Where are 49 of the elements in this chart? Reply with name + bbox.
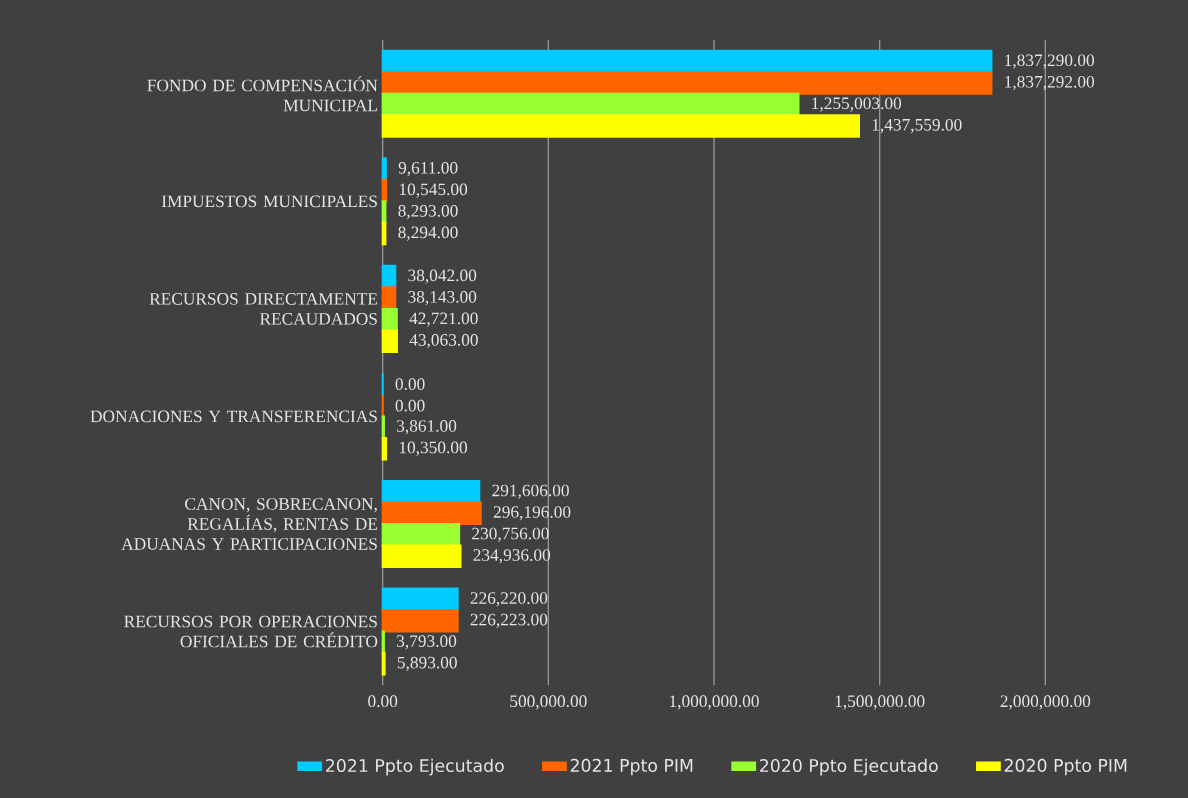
data-label: 10,545.00: [399, 183, 468, 198]
x-tick-label: 500,000.00: [510, 695, 587, 710]
legend-label: 2021 Ppto Ejecutado: [326, 758, 504, 776]
bar: [381, 609, 459, 633]
y-tick-label: RECURSOS POR OPERACIONES OFICIALES DE CRÉDITO: [124, 615, 378, 648]
y-tick-label: IMPUESTOS MUNICIPALES: [161, 195, 377, 208]
y-tick-label: CANON, SOBRECANON, REGALÍAS, RENTAS DE ADUANAS Y PARTICIPACIONES: [121, 498, 378, 550]
data-label: 0.00: [395, 378, 425, 391]
data-label: 0.00: [395, 399, 425, 412]
data-label: 42,721.00: [409, 312, 478, 327]
y-tick-label: DONACIONES Y TRANSFERENCIAS: [90, 410, 377, 423]
bar: [381, 157, 387, 181]
data-label: 291,606.00: [492, 484, 569, 499]
bar: [381, 114, 860, 138]
data-label: 226,223.00: [470, 613, 548, 628]
data-label: 234,936.00: [473, 549, 551, 564]
data-label: 1,837,292.00: [1005, 75, 1095, 91]
data-label: 10,350.00: [399, 441, 468, 456]
legend-label: 2020 Ppto PIM: [1004, 758, 1127, 776]
bar: [381, 436, 388, 461]
data-label: 3,861.00: [397, 420, 457, 435]
x-tick-label: 1,000,000.00: [670, 695, 759, 710]
data-label: 230,756.00: [472, 527, 549, 542]
legend-label: 2020 Ppto Ejecutado: [760, 758, 938, 776]
y-tick-label: RECURSOS DIRECTAMENTE RECAUDADOS: [149, 293, 378, 325]
data-label: 43,063.00: [409, 334, 478, 349]
data-label: 296,196.00: [493, 506, 571, 521]
x-tick-label: 1,500,000.00: [835, 695, 925, 710]
bar: [381, 501, 482, 525]
x-tick-label: 2,000,000.00: [1000, 695, 1091, 710]
data-label: 8,294.00: [398, 226, 458, 241]
legend-label: 2021 Ppto PIM: [570, 758, 693, 776]
data-label: 1,837,290.00: [1005, 54, 1095, 69]
x-tick-label: 0.00: [368, 695, 398, 708]
data-label: 38,042.00: [408, 269, 477, 284]
bar: [381, 544, 462, 569]
bar: [381, 286, 397, 310]
data-label: 9,611.00: [398, 161, 458, 177]
data-label: 5,893.00: [397, 656, 457, 671]
bar: [381, 71, 993, 95]
data-label: 1,437,559.00: [872, 118, 962, 134]
data-label: 3,793.00: [397, 635, 457, 650]
data-label: 1,255,003.00: [812, 97, 902, 112]
bar: [381, 329, 398, 353]
data-label: 226,220.00: [470, 592, 548, 607]
bar: [381, 587, 459, 612]
data-label: 8,293.00: [398, 204, 458, 220]
y-tick-label: FONDO DE COMPENSACIÓN MUNICIPAL: [147, 76, 378, 112]
data-label: 38,143.00: [408, 291, 477, 306]
